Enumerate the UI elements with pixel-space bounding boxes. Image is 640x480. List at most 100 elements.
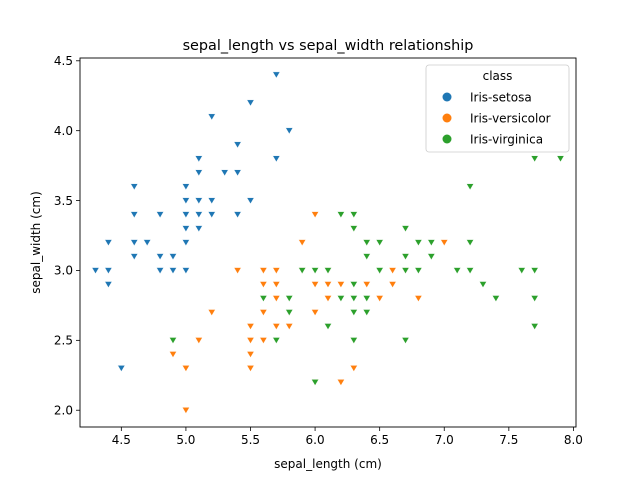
data-point-2 [530,295,539,303]
y-tick-label: 3.0 [54,264,73,278]
data-point-2 [466,267,475,275]
x-axis-label: sepal_length (cm) [274,457,382,471]
data-point-2 [427,239,436,247]
x-tick-label: 8.0 [564,433,583,447]
data-point-1 [272,295,281,303]
data-point-2 [362,239,371,247]
data-point-1 [259,281,268,289]
plot-frame [79,57,577,428]
chart-title: sepal_length vs sepal_width relationship [183,38,474,54]
data-point-1 [362,281,371,289]
data-point-0 [246,197,255,205]
x-tick-label: 7.0 [435,433,454,447]
data-point-0 [194,169,203,177]
data-point-0 [220,169,229,177]
data-point-1 [259,337,268,344]
data-point-2 [272,337,281,344]
x-tick-label: 4.5 [112,433,131,447]
data-point-0 [194,197,203,205]
data-point-0 [117,365,126,372]
data-point-1 [324,295,332,303]
x-tick-label: 7.5 [499,433,518,447]
data-point-0 [130,211,139,219]
data-point-1 [246,365,255,372]
data-point-2 [259,295,268,303]
data-point-0 [181,211,190,219]
data-point-0 [194,225,203,233]
data-point-0 [181,183,190,191]
data-point-0 [91,267,100,275]
data-point-2 [362,309,371,317]
data-point-2 [453,267,462,275]
data-point-1 [207,309,216,317]
legend-marker [442,134,452,144]
data-point-1 [311,309,320,317]
data-point-2 [362,253,371,261]
data-point-0 [143,239,152,247]
data-point-0 [181,239,190,247]
data-point-0 [272,155,281,163]
data-point-2 [349,281,358,289]
data-point-1 [324,281,332,289]
data-point-2 [169,337,177,344]
data-point-2 [401,267,410,275]
data-point-1 [272,267,281,275]
data-point-2 [375,239,384,247]
data-point-0 [169,267,177,275]
data-point-1 [194,337,203,344]
data-point-0 [130,253,139,261]
data-point-2 [311,267,320,275]
data-point-0 [130,239,139,247]
data-point-0 [207,211,216,219]
data-point-2 [530,267,539,275]
data-point-2 [324,267,332,275]
data-point-2 [479,281,487,289]
data-point-1 [388,281,397,289]
x-tick-label: 6.0 [306,433,325,447]
data-point-2 [414,239,423,247]
x-tick-label: 5.0 [176,433,195,447]
y-tick-label: 4.5 [54,54,73,68]
data-point-2 [311,379,320,386]
y-tick-label: 4.0 [54,124,73,138]
data-point-0 [207,197,216,205]
data-point-1 [414,295,423,303]
data-point-0 [156,211,165,219]
data-point-2 [336,211,345,219]
data-point-1 [375,295,384,303]
data-point-2 [401,225,410,233]
data-point-0 [285,127,294,135]
data-point-0 [169,253,177,261]
data-point-1 [181,407,190,414]
data-point-1 [349,365,358,372]
x-tick-label: 6.5 [370,433,389,447]
data-point-2 [466,239,475,247]
data-point-1 [246,323,255,330]
legend-box [425,64,570,153]
data-point-1 [336,281,345,289]
data-point-1 [169,351,177,358]
legend-label: Iris-setosa [470,91,532,105]
data-point-1 [259,267,268,275]
y-axis-label: sepal_width (cm) [29,191,43,293]
data-point-0 [246,99,255,107]
data-point-1 [311,211,320,219]
data-point-2 [349,337,358,344]
y-tick-label: 3.5 [54,194,73,208]
data-point-2 [427,253,436,261]
data-point-2 [556,155,565,163]
legend-label: Iris-versicolor [470,112,551,126]
data-point-0 [233,211,242,219]
y-tick-label: 2.5 [54,334,73,348]
data-point-0 [194,155,203,163]
data-point-1 [233,267,242,275]
data-point-2 [362,295,371,303]
data-point-2 [285,295,294,303]
data-point-0 [272,71,281,79]
y-tick-label: 2.0 [54,403,73,417]
data-point-1 [259,309,268,317]
data-point-0 [181,225,190,233]
data-point-2 [285,309,294,317]
data-point-2 [298,267,307,275]
